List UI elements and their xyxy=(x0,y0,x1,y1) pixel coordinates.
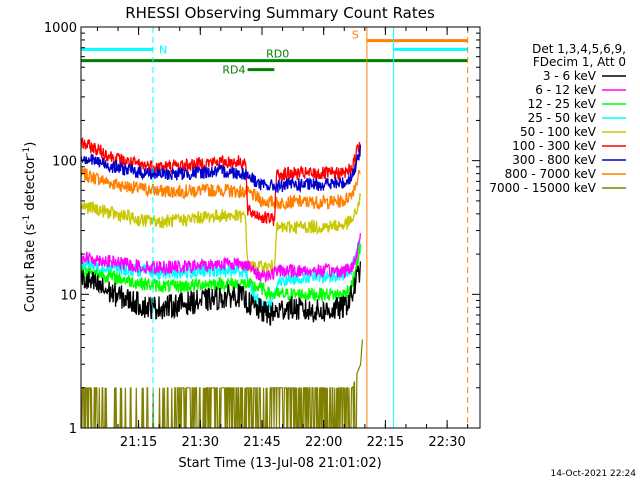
chart-title: RHESSI Observing Summary Count Rates xyxy=(125,4,435,22)
x-axis-label: Start Time (13-Jul-08 21:01:02) xyxy=(178,456,381,471)
legend-label-3-6-kev: 3 - 6 keV xyxy=(543,69,597,83)
legend-header-line-2: FDecim 1, Att 0 xyxy=(533,55,626,69)
legend-label-6-12-kev: 6 - 12 keV xyxy=(535,83,597,97)
flags-layer: N S RD0 RD4 xyxy=(81,29,468,77)
legend-label-25-50-kev: 25 - 50 keV xyxy=(528,111,597,125)
y-tick-label: 1000 xyxy=(44,21,77,36)
series-3-6-kev xyxy=(81,261,362,326)
series-7000-15000-kev xyxy=(81,339,363,428)
legend-label-800-7000-kev: 800 - 7000 keV xyxy=(505,167,597,181)
series-12-25-kev xyxy=(81,243,362,304)
timestamp: 14-Oct-2021 22:24 xyxy=(551,469,637,479)
y-tick-label: 1 xyxy=(69,422,77,437)
legend-header-line-1: Det 1,3,4,5,6,9, xyxy=(532,42,626,56)
legend-label-300-800-kev: 300 - 800 keV xyxy=(512,153,596,167)
flag-label-n: N xyxy=(159,43,167,56)
x-tick-label: 21:30 xyxy=(182,435,219,450)
x-tick-label: 21:45 xyxy=(243,435,280,450)
legend-label-12-25-kev: 12 - 25 keV xyxy=(528,97,597,111)
plot-area: N S RD0 RD4 xyxy=(80,27,469,428)
x-tick-label: 22:30 xyxy=(428,435,465,450)
x-tick-label: 22:15 xyxy=(367,435,404,450)
y-axis-label: Count Rate (s-1 detector-1) xyxy=(22,142,38,313)
y-tick-label: 100 xyxy=(52,155,77,170)
x-tick-label: 22:00 xyxy=(305,435,342,450)
series-layer xyxy=(81,137,363,428)
series-800-7000-kev xyxy=(81,167,361,211)
plot-frame xyxy=(80,26,481,429)
flag-label-s: S xyxy=(352,29,359,42)
legend-label-50-100-kev: 50 - 100 keV xyxy=(520,125,597,139)
series-50-100-kev xyxy=(81,193,362,275)
series-300-800-kev xyxy=(81,145,362,194)
legend-label-7000-15000-kev: 7000 - 15000 keV xyxy=(489,181,596,195)
flag-label-rd4: RD4 xyxy=(222,64,245,77)
legend-label-100-300-kev: 100 - 300 keV xyxy=(512,139,596,153)
series-100-300-kev xyxy=(81,137,361,226)
axes-layer: 21:15 21:30 21:45 22:00 22:15 22:30 1 10 100 1000 xyxy=(44,21,480,450)
flag-label-rd0: RD0 xyxy=(266,48,289,61)
y-tick-label: 10 xyxy=(60,288,77,303)
x-tick-label: 21:15 xyxy=(120,435,157,450)
series-6-12-kev xyxy=(81,233,362,284)
